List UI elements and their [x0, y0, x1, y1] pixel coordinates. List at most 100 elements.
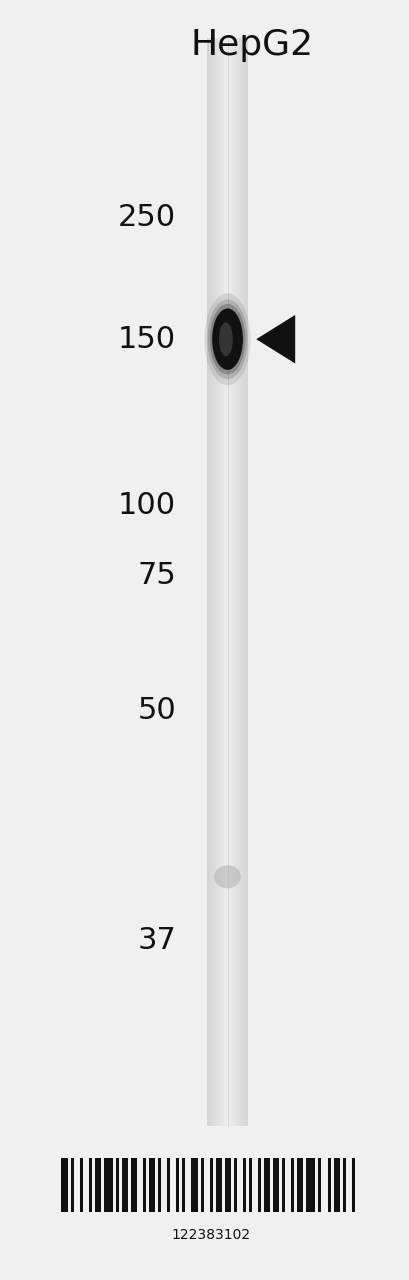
Bar	[290, 1158, 294, 1212]
Bar	[227, 38, 228, 1126]
Bar	[116, 1158, 119, 1212]
Bar	[176, 1158, 179, 1212]
Bar	[179, 1158, 182, 1212]
Bar	[261, 1158, 263, 1212]
Bar	[218, 38, 219, 1126]
Ellipse shape	[214, 865, 240, 888]
Bar	[224, 38, 225, 1126]
Bar	[170, 1158, 176, 1212]
Bar	[234, 38, 235, 1126]
Bar	[281, 1158, 285, 1212]
Bar	[221, 38, 222, 1126]
Bar	[339, 1158, 342, 1212]
Bar	[131, 1158, 137, 1212]
Bar	[216, 38, 217, 1126]
Bar	[119, 1158, 121, 1212]
Bar	[238, 38, 239, 1126]
Bar	[200, 1158, 203, 1212]
Bar	[232, 38, 233, 1126]
Bar	[239, 38, 240, 1126]
Bar	[351, 1158, 354, 1212]
Bar	[345, 1158, 351, 1212]
Bar	[225, 38, 226, 1126]
Bar	[182, 1158, 185, 1212]
Bar	[330, 1158, 333, 1212]
Bar	[297, 1158, 303, 1212]
Bar	[230, 38, 231, 1126]
Bar	[342, 1158, 345, 1212]
Bar	[220, 38, 221, 1126]
Bar	[101, 1158, 103, 1212]
Bar	[318, 1158, 321, 1212]
Polygon shape	[256, 315, 294, 364]
Bar	[221, 1158, 224, 1212]
Bar	[321, 1158, 327, 1212]
Bar	[83, 1158, 88, 1212]
Ellipse shape	[212, 308, 242, 370]
Bar	[155, 1158, 158, 1212]
Bar	[228, 38, 229, 1126]
Bar	[61, 1158, 67, 1212]
Bar	[245, 38, 246, 1126]
Bar	[70, 1158, 73, 1212]
Text: 250: 250	[118, 204, 176, 232]
Bar	[229, 38, 230, 1126]
Ellipse shape	[209, 303, 245, 375]
Bar	[215, 38, 216, 1126]
Text: 150: 150	[118, 325, 176, 353]
Bar	[146, 1158, 149, 1212]
Bar	[197, 1158, 200, 1212]
Ellipse shape	[218, 323, 232, 356]
Text: 122383102: 122383102	[171, 1228, 250, 1242]
Bar	[240, 38, 241, 1126]
Bar	[235, 38, 236, 1126]
Bar	[222, 38, 223, 1126]
Bar	[219, 38, 220, 1126]
Bar	[226, 38, 227, 1126]
Bar	[306, 1158, 315, 1212]
Ellipse shape	[204, 293, 250, 385]
Bar	[354, 1158, 360, 1212]
Bar	[243, 38, 244, 1126]
Bar	[213, 38, 214, 1126]
Bar	[236, 38, 237, 1126]
Bar	[212, 1158, 215, 1212]
Bar	[303, 1158, 306, 1212]
Bar	[315, 1158, 318, 1212]
Bar	[333, 1158, 339, 1212]
Bar	[279, 1158, 281, 1212]
Bar	[237, 38, 238, 1126]
Bar	[211, 38, 212, 1126]
Bar	[257, 1158, 261, 1212]
Bar	[246, 38, 247, 1126]
Bar	[167, 1158, 170, 1212]
Bar	[263, 1158, 270, 1212]
Bar	[207, 38, 208, 1126]
Bar	[252, 1158, 257, 1212]
Bar	[73, 1158, 79, 1212]
Bar	[92, 1158, 94, 1212]
Bar	[143, 1158, 146, 1212]
Bar	[112, 1158, 116, 1212]
Bar	[149, 1158, 155, 1212]
Bar	[215, 1158, 221, 1212]
Bar	[209, 1158, 212, 1212]
Text: 100: 100	[118, 492, 176, 520]
Bar	[67, 1158, 70, 1212]
Bar	[103, 1158, 112, 1212]
Bar	[248, 1158, 252, 1212]
Bar	[94, 1158, 101, 1212]
Bar	[270, 1158, 272, 1212]
Text: HepG2: HepG2	[190, 28, 313, 63]
Bar	[158, 1158, 161, 1212]
Bar	[294, 1158, 297, 1212]
Bar	[137, 1158, 143, 1212]
Bar	[230, 1158, 233, 1212]
Bar	[327, 1158, 330, 1212]
Bar	[224, 1158, 230, 1212]
Ellipse shape	[207, 300, 247, 379]
Bar	[191, 1158, 197, 1212]
Bar	[233, 38, 234, 1126]
Bar	[233, 1158, 236, 1212]
Bar	[209, 38, 210, 1126]
